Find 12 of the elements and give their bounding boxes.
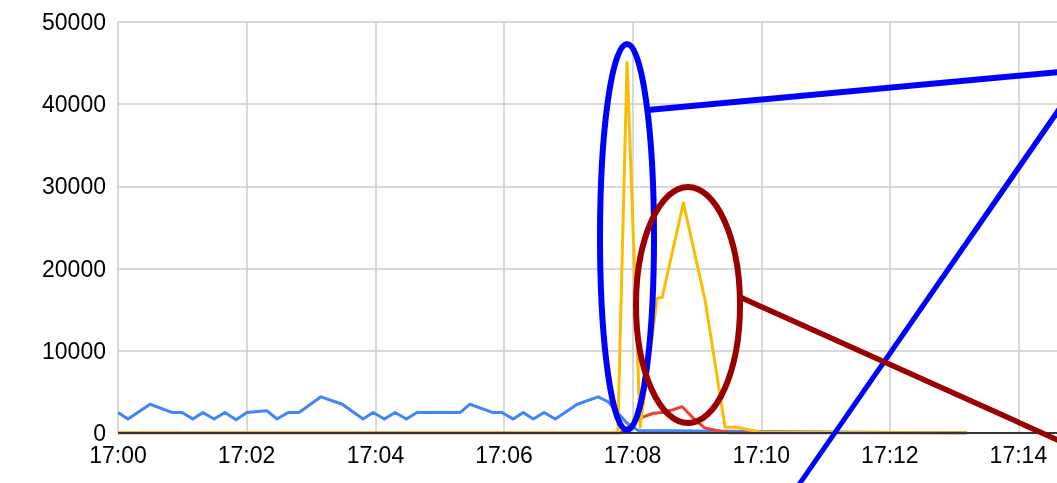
y-tick-label: 30000 [42,173,106,200]
x-tick-label: 17:04 [346,441,405,468]
y-tick-label: 20000 [42,255,106,282]
y-tick-label: 50000 [42,9,106,35]
y-tick-label: 40000 [42,91,106,118]
x-tick-label: 17:14 [989,441,1048,468]
x-tick-label: 17:12 [861,441,919,468]
x-tick-label: 17:08 [603,441,662,468]
x-tick-label: 17:02 [217,441,276,468]
y-tick-label: 10000 [42,337,106,364]
x-tick-label: 17:06 [475,441,533,468]
x-tick-label: 17:10 [732,441,791,468]
